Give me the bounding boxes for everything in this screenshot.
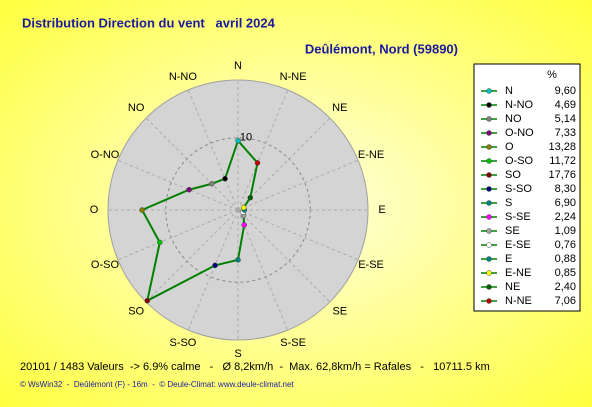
legend-label: SE	[505, 225, 520, 237]
legend-value: 4,69	[555, 99, 576, 111]
angle-label: O	[90, 204, 99, 216]
legend-marker	[486, 144, 492, 150]
legend-marker	[486, 214, 492, 220]
angle-label: S	[234, 348, 241, 360]
legend-label: O	[505, 141, 514, 153]
legend-value: 2,40	[555, 281, 576, 293]
grid-circle	[165, 137, 311, 283]
angle-label: S-SO	[169, 337, 196, 349]
radar-marker	[157, 239, 163, 246]
radar-marker	[235, 137, 241, 144]
legend-label: S-SO	[505, 183, 532, 195]
legend-value: 0,85	[555, 267, 576, 279]
legend-label: E-NE	[505, 267, 531, 279]
angle-label: N-NE	[280, 71, 307, 83]
legend-value: 9,60	[555, 85, 576, 97]
legend-marker	[486, 158, 492, 164]
legend-header: %	[547, 69, 557, 81]
radar-marker	[212, 262, 218, 269]
legend-value: 8,30	[555, 183, 576, 195]
legend-marker	[486, 284, 492, 290]
legend-marker	[486, 228, 492, 234]
angle-label: N-NO	[169, 71, 198, 83]
legend-label: O-NO	[505, 127, 534, 139]
legend-marker	[486, 200, 492, 206]
legend-label: N-NO	[505, 99, 534, 111]
chart-title: Distribution Direction du vent avril 202…	[22, 15, 276, 30]
legend-value: 5,14	[555, 113, 576, 125]
legend-value: 0,88	[555, 253, 576, 265]
angle-label: E-SE	[358, 259, 384, 271]
angle-label: SE	[332, 306, 347, 318]
legend-marker	[486, 102, 492, 108]
legend-label: SO	[505, 169, 521, 181]
spoke	[145, 209, 239, 303]
legend-value: 0,76	[555, 239, 576, 251]
spoke	[187, 89, 239, 211]
angle-label: O-NO	[91, 149, 120, 161]
legend-label: E	[505, 253, 512, 265]
spoke	[237, 89, 289, 211]
angle-label: NO	[128, 102, 145, 114]
legend-value: 1,09	[555, 225, 576, 237]
angle-label: S-SE	[280, 337, 306, 349]
legend-marker	[486, 270, 492, 276]
legend-marker	[486, 116, 492, 122]
angle-label: E-NE	[358, 149, 384, 161]
legend-marker	[486, 242, 492, 248]
legend-value: 6,90	[555, 197, 576, 209]
angle-label: N	[234, 60, 242, 72]
legend-label: O-SO	[505, 155, 534, 167]
spoke	[237, 117, 331, 211]
legend-value: 7,06	[555, 295, 576, 307]
radar-marker	[222, 175, 228, 182]
spoke	[237, 209, 359, 261]
legend-value: 2,24	[555, 211, 576, 223]
legend-label: S-SE	[505, 211, 531, 223]
radar-marker	[235, 257, 241, 263]
legend-marker	[486, 130, 492, 136]
legend-marker	[486, 172, 492, 178]
spoke	[237, 209, 289, 331]
legend-label: NE	[505, 281, 520, 293]
spoke	[145, 117, 239, 211]
radar-marker	[254, 160, 261, 166]
legend-label: E-SE	[505, 239, 531, 251]
legend-label: N-NE	[505, 295, 532, 307]
footer: 20101 / 1483 Valeurs -> 6.9% calme - Ø 8…	[20, 361, 490, 373]
legend-marker	[486, 88, 492, 94]
radar-marker	[241, 222, 247, 228]
angle-label: E	[378, 204, 385, 216]
legend-marker	[486, 298, 492, 304]
spoke	[237, 159, 359, 211]
legend-value: 17,76	[548, 169, 576, 181]
legend-label: N	[505, 85, 513, 97]
angle-label: O-SO	[91, 259, 120, 271]
chart-subtitle: Deûlémont, Nord (59890)	[305, 41, 458, 56]
spoke	[117, 209, 239, 261]
radar-marker	[240, 204, 247, 211]
radar-marker	[209, 181, 215, 187]
legend-label: S	[505, 197, 512, 209]
radar-marker	[144, 297, 151, 304]
angle-label: SO	[128, 306, 144, 318]
legend-marker	[486, 256, 492, 262]
spoke	[237, 209, 331, 303]
legend-value: 11,72	[549, 155, 576, 167]
radar-marker	[247, 194, 254, 201]
credit: © WsWin32 - Deûlémont (F) - 16m - © Deul…	[20, 380, 294, 389]
legend-marker	[486, 186, 492, 192]
legend-value: 7,33	[555, 127, 576, 139]
legend-value: 13,28	[548, 141, 576, 153]
radar-marker	[186, 186, 192, 193]
r-tick-label: 10	[240, 132, 252, 144]
spoke	[117, 159, 239, 211]
radar-marker	[139, 207, 145, 213]
angle-label: NE	[332, 102, 347, 114]
legend-label: NO	[505, 113, 522, 125]
spoke	[187, 209, 239, 331]
